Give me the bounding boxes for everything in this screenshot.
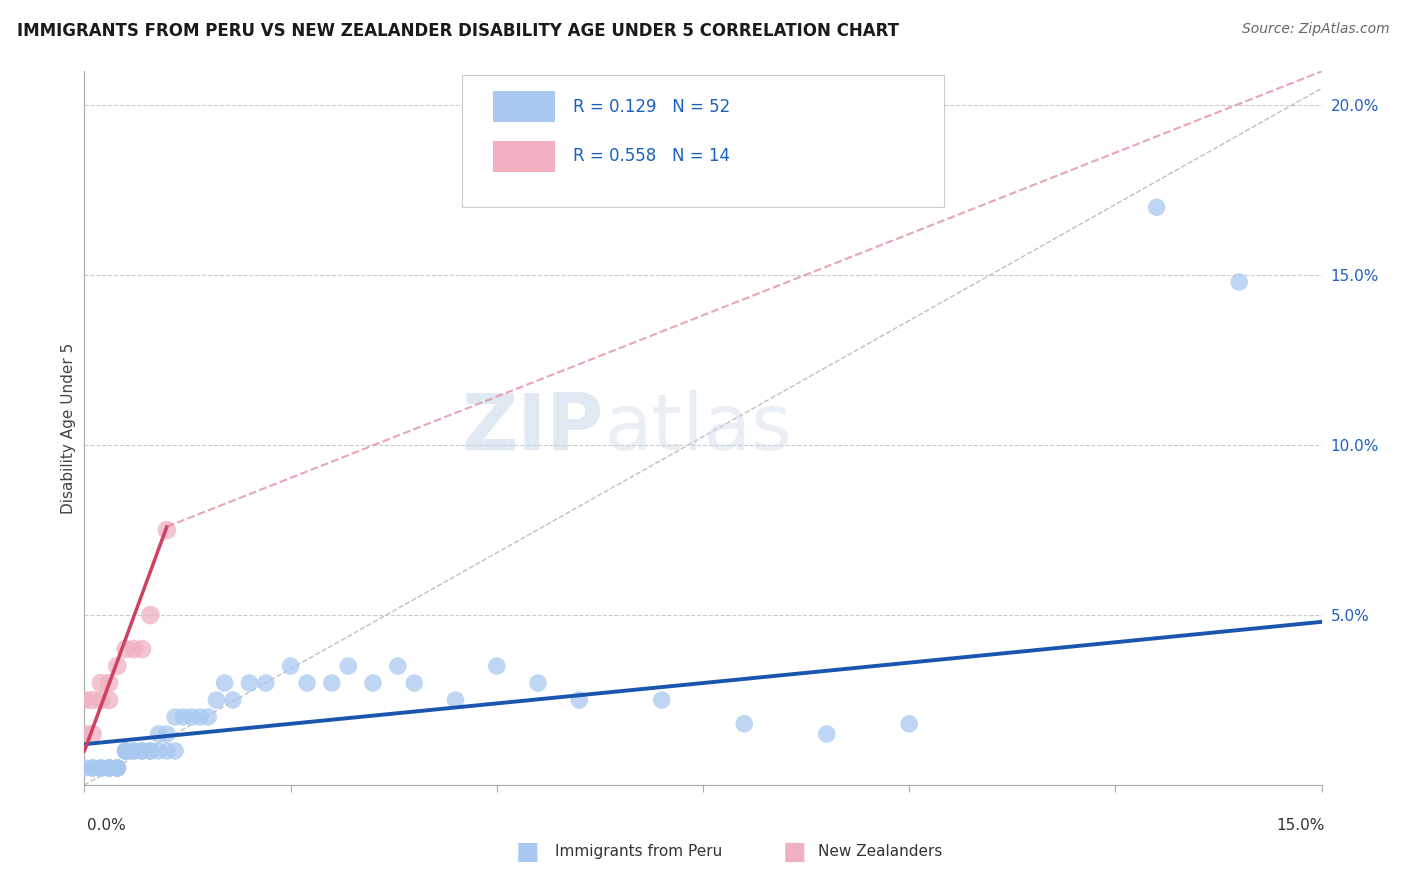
Text: 15.0%: 15.0% <box>1277 818 1324 832</box>
Text: ■: ■ <box>516 840 538 863</box>
Point <box>114 744 136 758</box>
Point <box>73 693 96 707</box>
FancyBboxPatch shape <box>492 92 554 122</box>
Text: 0.0%: 0.0% <box>87 818 127 832</box>
Point <box>815 727 838 741</box>
Point <box>139 608 162 623</box>
Point <box>337 659 360 673</box>
Point <box>139 744 162 758</box>
Point <box>82 693 104 707</box>
Point <box>90 676 112 690</box>
Text: R = 0.558   N = 14: R = 0.558 N = 14 <box>574 147 730 165</box>
Point <box>172 710 194 724</box>
Point <box>105 761 128 775</box>
Point <box>98 761 121 775</box>
Point <box>73 727 96 741</box>
Point <box>214 676 236 690</box>
Point <box>1146 200 1168 214</box>
Point <box>387 659 409 673</box>
Point <box>131 744 153 758</box>
Point <box>98 761 121 775</box>
Point <box>148 727 170 741</box>
Point <box>122 744 145 758</box>
Point <box>321 676 343 690</box>
Text: New Zealanders: New Zealanders <box>818 845 942 859</box>
Point <box>222 693 245 707</box>
Point <box>114 744 136 758</box>
Point <box>156 744 179 758</box>
Point <box>898 716 921 731</box>
Point <box>82 761 104 775</box>
Point <box>1227 275 1250 289</box>
Point <box>114 744 136 758</box>
Point <box>139 744 162 758</box>
Point <box>90 761 112 775</box>
Point <box>568 693 591 707</box>
Point <box>90 693 112 707</box>
Point <box>105 659 128 673</box>
Point <box>165 744 187 758</box>
Point <box>180 710 202 724</box>
Text: R = 0.129   N = 52: R = 0.129 N = 52 <box>574 98 730 116</box>
Point <box>82 727 104 741</box>
Text: atlas: atlas <box>605 390 792 467</box>
Point <box>197 710 219 724</box>
Point <box>156 727 179 741</box>
Text: ■: ■ <box>783 840 806 863</box>
Text: ZIP: ZIP <box>461 390 605 467</box>
Point <box>444 693 467 707</box>
Point <box>131 642 153 657</box>
Point <box>122 744 145 758</box>
Point <box>131 744 153 758</box>
Point <box>105 761 128 775</box>
Point <box>114 642 136 657</box>
Point <box>361 676 384 690</box>
Point <box>651 693 673 707</box>
Point <box>205 693 228 707</box>
Point <box>90 761 112 775</box>
Point <box>238 676 260 690</box>
Point <box>404 676 426 690</box>
Point <box>165 710 187 724</box>
Y-axis label: Disability Age Under 5: Disability Age Under 5 <box>60 343 76 514</box>
Point <box>148 744 170 758</box>
Point <box>295 676 318 690</box>
FancyBboxPatch shape <box>492 141 554 171</box>
Point <box>122 642 145 657</box>
Point <box>73 761 96 775</box>
Point <box>280 659 302 673</box>
Point <box>98 676 121 690</box>
Text: Immigrants from Peru: Immigrants from Peru <box>555 845 723 859</box>
Point <box>105 761 128 775</box>
Text: IMMIGRANTS FROM PERU VS NEW ZEALANDER DISABILITY AGE UNDER 5 CORRELATION CHART: IMMIGRANTS FROM PERU VS NEW ZEALANDER DI… <box>17 22 898 40</box>
Point <box>156 523 179 537</box>
Point <box>82 761 104 775</box>
Point <box>254 676 277 690</box>
FancyBboxPatch shape <box>461 75 945 207</box>
Point <box>98 693 121 707</box>
Point <box>527 676 550 690</box>
Point <box>485 659 508 673</box>
Point <box>188 710 211 724</box>
Text: Source: ZipAtlas.com: Source: ZipAtlas.com <box>1241 22 1389 37</box>
Point <box>733 716 755 731</box>
Point <box>98 761 121 775</box>
